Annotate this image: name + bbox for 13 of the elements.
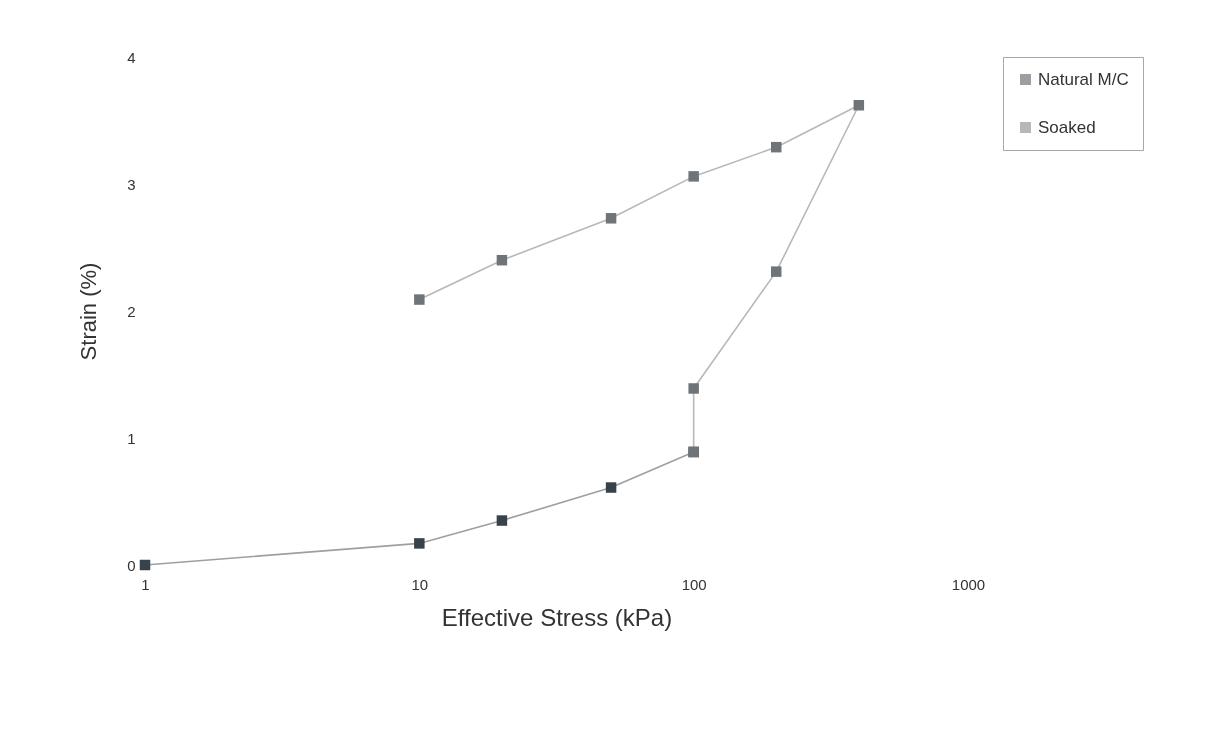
y-tick-label: 2 [127,302,136,320]
legend-label: Soaked [1038,117,1096,137]
x-tick-label: 1 [141,575,150,593]
x-tick-label: 100 [681,575,707,593]
y-tick-label: 0 [127,556,136,574]
y-tick-label: 3 [127,175,136,193]
x-tick-label: 10 [411,575,429,593]
legend-label: Natural M/C [1038,69,1129,89]
y-tick-label: 4 [127,48,136,66]
y-tick-label: 1 [127,429,136,447]
y-axis-title: Strain (%) [76,262,102,361]
x-axis-title: Effective Stress (kPa) [441,603,673,631]
x-tick-label: 1000 [951,575,986,593]
